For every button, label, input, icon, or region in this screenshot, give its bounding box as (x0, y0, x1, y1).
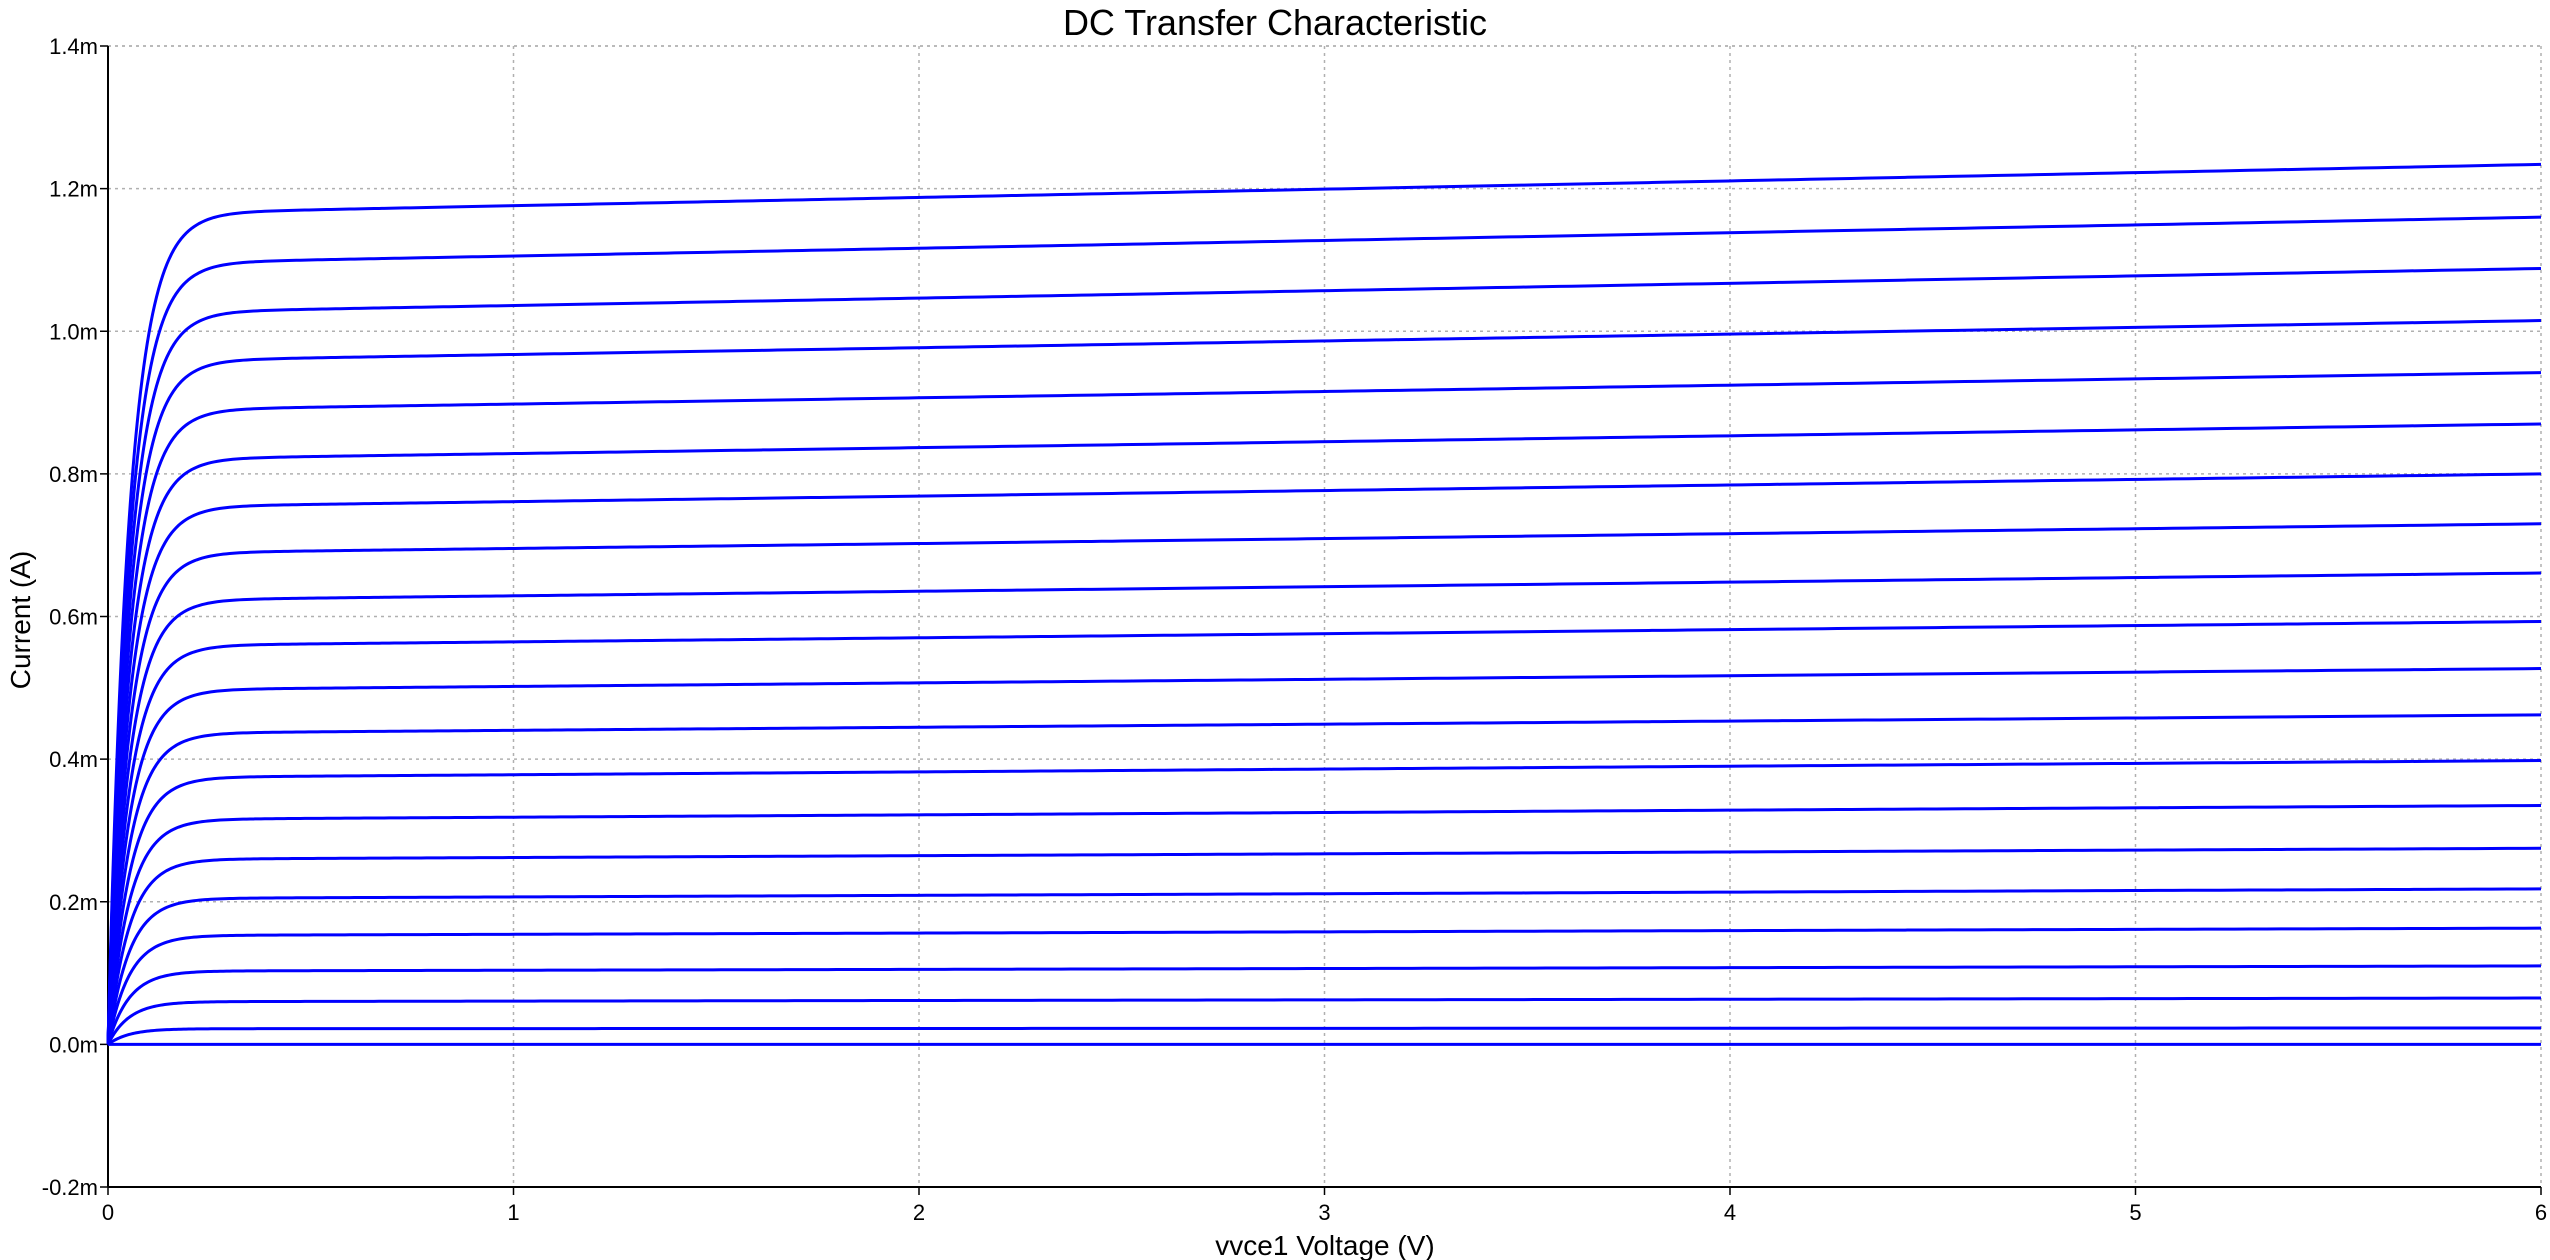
series-line-14 (106, 472, 2542, 1045)
x-tick-label: 3 (1318, 1200, 1330, 1225)
y-tick-label: 1.4m (49, 34, 98, 59)
series-group (106, 162, 2542, 1046)
series-line-13 (106, 522, 2542, 1045)
y-tick-label: 1.0m (49, 319, 98, 344)
series-line-12 (106, 571, 2542, 1045)
y-tick-label: 0.6m (49, 605, 98, 630)
series-line-4 (106, 926, 2542, 1045)
x-tick-label: 6 (2535, 1200, 2547, 1225)
axes (100, 45, 2542, 1195)
series-line-16 (106, 371, 2542, 1045)
y-axis-label: Current (A) (5, 551, 36, 689)
y-tick-label: 1.2m (49, 177, 98, 202)
series-line-3 (106, 964, 2542, 1045)
series-line-2 (106, 996, 2542, 1046)
series-line-18 (106, 266, 2542, 1045)
series-line-6 (106, 846, 2542, 1045)
x-tick-label: 1 (507, 1200, 519, 1225)
series-line-9 (106, 713, 2542, 1045)
x-tick-label: 5 (2129, 1200, 2141, 1225)
x-tick-label: 4 (1724, 1200, 1736, 1225)
x-tick-label: 2 (913, 1200, 925, 1225)
series-line-8 (106, 759, 2542, 1045)
series-line-1 (106, 1026, 2542, 1046)
y-tick-label: 0.0m (49, 1032, 98, 1057)
x-axis-label: vvce1 Voltage (V) (1215, 1230, 1434, 1260)
series-line-19 (106, 215, 2542, 1045)
tick-labels: 0 1 2 3 4 5 6 -0.2m 0.0m 0.2m 0.4m 0.6m 0.8m 1.0m 1.2m… (42, 34, 2547, 1225)
series-line-17 (106, 319, 2542, 1045)
series-line-7 (106, 803, 2542, 1045)
y-tick-label: 0.8m (49, 462, 98, 487)
chart-title: DC Transfer Characteristic (1063, 2, 1487, 43)
series-line-20 (106, 162, 2542, 1045)
series-line-10 (106, 667, 2542, 1045)
x-tick-label: 0 (102, 1200, 114, 1225)
series-line-11 (106, 619, 2542, 1045)
series-line-15 (106, 422, 2542, 1045)
y-tick-label: -0.2m (42, 1175, 98, 1200)
series-line-5 (106, 887, 2542, 1045)
y-tick-label: 0.4m (49, 747, 98, 772)
y-tick-label: 0.2m (49, 890, 98, 915)
grid-lines (108, 45, 2542, 1188)
